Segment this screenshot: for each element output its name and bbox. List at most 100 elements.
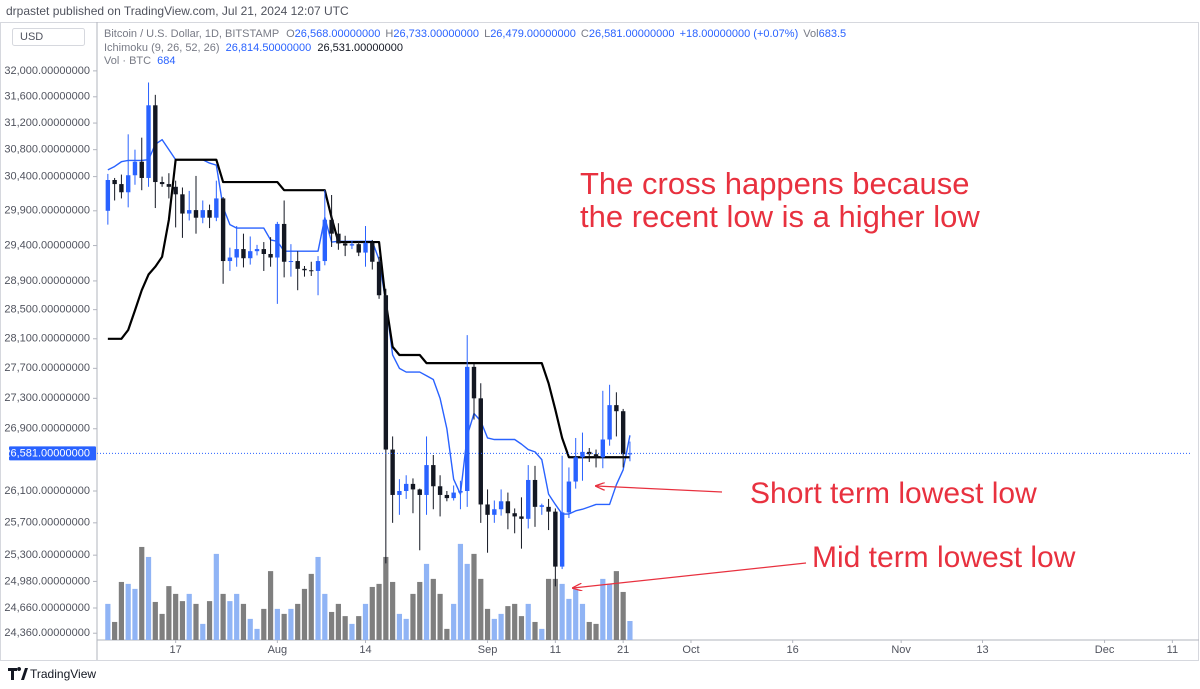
- volume-bar: [159, 613, 165, 640]
- candle-body: [600, 439, 606, 458]
- y-tick-label: 26,900.00000000: [4, 423, 90, 435]
- y-tick-label: 26,100.00000000: [4, 485, 90, 497]
- x-tick-label: Sep: [478, 644, 498, 656]
- candle-body: [329, 219, 334, 234]
- candle-body: [505, 501, 511, 514]
- y-tick-label: 28,100.00000000: [4, 333, 90, 345]
- candle-body: [498, 501, 504, 510]
- y-tick-label: 28,500.00000000: [4, 304, 90, 316]
- candle-body: [220, 198, 226, 262]
- candle-body: [336, 233, 341, 244]
- volume-bar: [376, 583, 382, 640]
- volume-bar: [281, 613, 287, 640]
- volume-bar: [362, 603, 369, 640]
- candle-body: [553, 511, 558, 567]
- volume-bar: [403, 618, 409, 640]
- volume-bar: [206, 601, 213, 640]
- volume-bar: [166, 586, 172, 640]
- candle-body: [125, 175, 131, 193]
- x-tick-label: 11: [1167, 644, 1178, 656]
- volume-bar: [552, 578, 558, 640]
- indicator-legend: Ichimoku (9, 26, 52, 26) 26,814.50000000…: [104, 42, 403, 54]
- candle-body: [207, 210, 212, 218]
- ohlc-value: 26,568.00000000: [295, 28, 381, 40]
- candle-body: [383, 295, 389, 450]
- volume-bar: [261, 608, 267, 640]
- volume-bar: [437, 593, 443, 640]
- candle-body: [417, 489, 422, 495]
- volume-bar: [247, 618, 253, 640]
- candle-body: [132, 161, 138, 176]
- volume-bar: [349, 623, 355, 640]
- volume-bar: [118, 581, 125, 640]
- volume-bar: [491, 618, 497, 640]
- candle-body: [105, 180, 111, 211]
- brand-name: TradingView: [30, 667, 96, 681]
- volume-bar: [613, 571, 619, 640]
- currency-box[interactable]: [12, 28, 85, 46]
- brand-logo: [8, 667, 28, 680]
- volume-bar: [505, 606, 511, 640]
- y-tick-label: 25,300.00000000: [4, 549, 90, 561]
- volume-bar: [132, 588, 138, 640]
- candle-body: [390, 449, 395, 495]
- symbol-legend: Bitcoin / U.S. Dollar, 1D, BITSTAMP O26,…: [104, 28, 846, 40]
- candle-body: [166, 184, 172, 187]
- volume-bar: [342, 616, 348, 640]
- candle-body: [153, 105, 158, 183]
- currency[interactable]: USD: [20, 31, 43, 43]
- last-price-box: [9, 446, 96, 461]
- volume-bar: [518, 616, 525, 640]
- volume-bar: [356, 616, 362, 640]
- volume-bar: [464, 563, 470, 640]
- volume-bar: [566, 598, 572, 640]
- x-tick-label: 16: [787, 644, 799, 656]
- candle-body: [363, 242, 368, 253]
- annotation: The cross happens because: [580, 166, 969, 201]
- volume-bar: [539, 628, 545, 640]
- plot: [97, 82, 1190, 640]
- candle-body: [288, 261, 294, 263]
- candle-body: [254, 249, 260, 252]
- ohlc-key: O: [286, 28, 295, 40]
- volume-bar: [532, 621, 538, 640]
- candle-body: [376, 261, 382, 296]
- x-tick-label: Nov: [891, 644, 911, 656]
- candle-body: [627, 453, 633, 455]
- indicator-line: [107, 158, 630, 459]
- x-tick-label: Dec: [1095, 644, 1115, 656]
- volume-bar: [274, 608, 280, 640]
- indicator-value: 26,531.00000000: [317, 42, 403, 54]
- candle-body: [268, 253, 273, 258]
- volume-bar: [308, 573, 314, 640]
- volume-bar: [457, 543, 464, 640]
- volume-bar: [573, 588, 579, 640]
- candle-body: [403, 483, 409, 491]
- candle-body: [241, 249, 246, 259]
- brand: TradingView: [8, 667, 96, 681]
- volume-bar: [586, 621, 592, 640]
- y-tick-label: 32,000.00000000: [4, 65, 90, 77]
- annotation: the recent low is a higher low: [580, 199, 980, 234]
- last-price-label: 26,581.00000000: [4, 447, 90, 459]
- volume-bar: [139, 546, 145, 640]
- candle-body: [485, 504, 490, 515]
- ohlc-key: H: [385, 28, 393, 40]
- candle-body: [512, 513, 517, 517]
- candle-body: [573, 457, 578, 482]
- candle-body: [492, 509, 497, 515]
- candle-body: [478, 398, 483, 505]
- y-tick-label: 28,900.00000000: [4, 275, 90, 287]
- volume-bar: [295, 603, 301, 640]
- volume-bar: [444, 628, 450, 640]
- y-tick-label: 29,900.00000000: [4, 205, 90, 217]
- volume-bar: [471, 553, 477, 640]
- x-tick-label: 21: [617, 644, 629, 656]
- volume-bar: [186, 593, 192, 640]
- volume-legend: Vol · BTC 684: [104, 55, 176, 67]
- volume-bar: [627, 621, 633, 640]
- candle-body: [539, 505, 544, 507]
- candle-body: [444, 494, 450, 499]
- arrow: [573, 562, 807, 588]
